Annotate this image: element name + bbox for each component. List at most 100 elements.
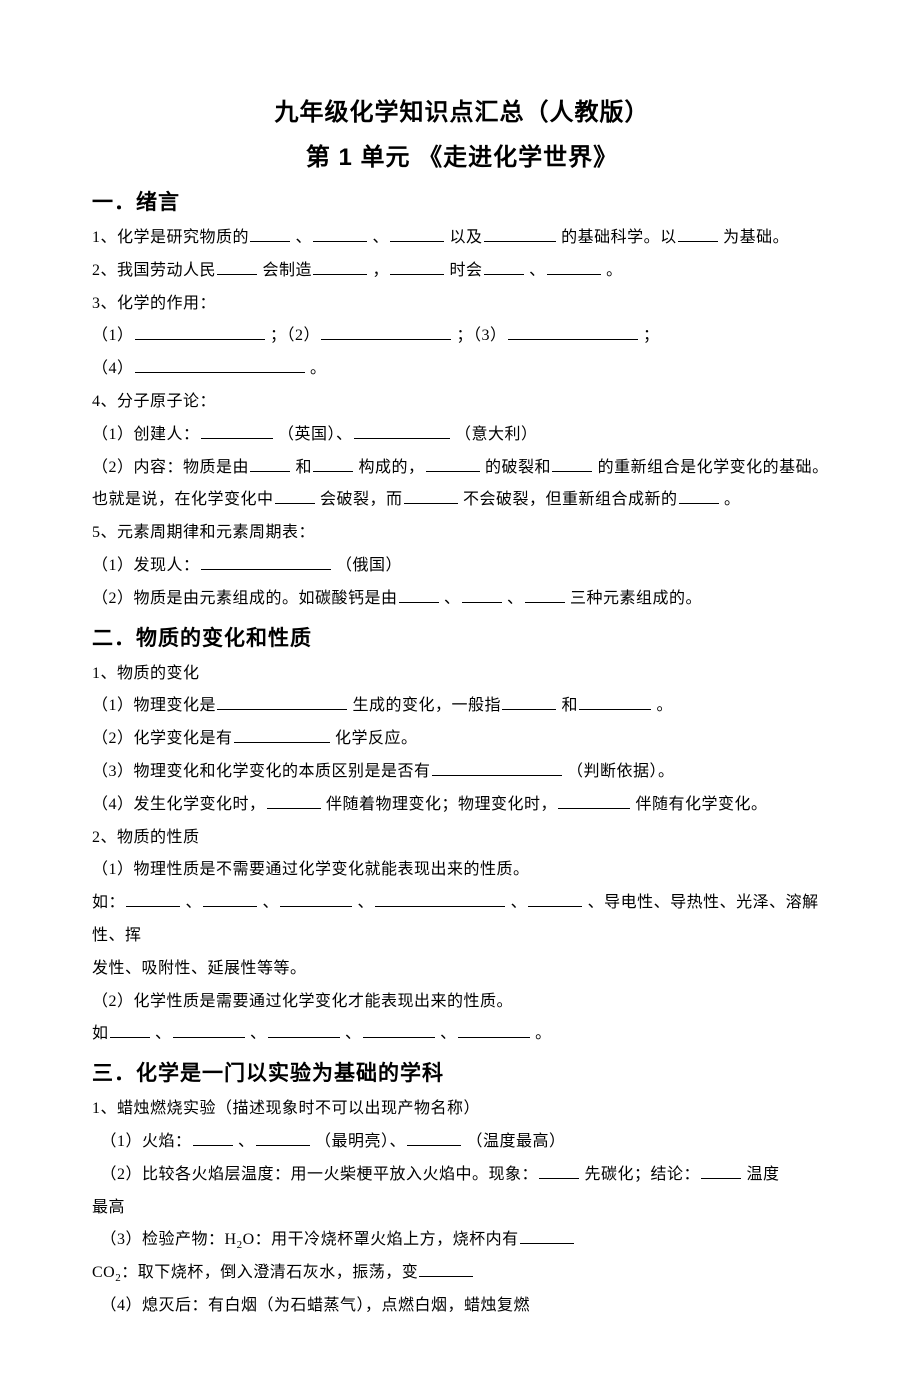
blank — [462, 587, 502, 603]
text: 伴随有化学变化。 — [636, 796, 768, 813]
text: 的基础科学。以 — [561, 229, 677, 246]
text: 的重新组合是化学变化的基础。 — [598, 459, 829, 476]
blank — [508, 324, 638, 340]
text: 伴随着物理变化；物理变化时， — [326, 796, 557, 813]
text: CO — [92, 1264, 115, 1281]
text: O：用干冷烧杯罩火焰上方，烧杯内有 — [243, 1231, 519, 1248]
text: 和 — [562, 697, 579, 714]
blank — [267, 793, 321, 809]
s3-p1-1: （1）火焰： 、 （最明亮）、 （温度最高） — [92, 1126, 832, 1159]
text: 、 — [358, 894, 375, 911]
text: 先碳化；结论： — [585, 1166, 701, 1183]
text: （3）检验产物：H — [92, 1231, 237, 1248]
text: （1） — [92, 327, 134, 344]
s2-p2: 2、物质的性质 — [92, 822, 832, 855]
s3-p1-3b: CO2：取下烧杯，倒入澄清石灰水，振荡，变 — [92, 1257, 832, 1290]
s2-p2-1: （1）物理性质是不需要通过化学变化就能表现出来的性质。 — [92, 854, 832, 887]
blank — [110, 1022, 150, 1038]
blank — [390, 226, 444, 242]
text: （4）发生化学变化时， — [92, 796, 266, 813]
text: 、 — [529, 262, 546, 279]
s1-p1: 1、化学是研究物质的 、 、 以及 的基础科学。以 为基础。 — [92, 222, 832, 255]
s1-p4-3: 也就是说，在化学变化中 会破裂，而 不会破裂，但重新组合成新的 。 — [92, 484, 832, 517]
text: 如 — [92, 1025, 109, 1042]
blank — [354, 423, 450, 439]
s3-p1-3a: （3）检验产物：H2O：用干冷烧杯罩火焰上方，烧杯内有 — [92, 1224, 832, 1257]
blank — [558, 793, 630, 809]
text: 三种元素组成的。 — [570, 590, 702, 607]
text: 。 — [606, 262, 623, 279]
blank — [547, 259, 601, 275]
blank — [280, 891, 352, 907]
s1-p3: 3、化学的作用： — [92, 288, 832, 321]
text: （1）发现人： — [92, 557, 200, 574]
blank — [201, 423, 273, 439]
blank — [407, 1130, 461, 1146]
text: 2、我国劳动人民 — [92, 262, 216, 279]
s2-p1: 1、物质的变化 — [92, 658, 832, 691]
text: 、 — [345, 1025, 362, 1042]
s1-p3-sub4: （4） 。 — [92, 353, 832, 386]
blank — [419, 1261, 473, 1277]
text: 、 — [263, 894, 280, 911]
text: 、 — [440, 1025, 457, 1042]
text: 以及 — [450, 229, 483, 246]
text: （1）创建人： — [92, 426, 200, 443]
text: （2）比较各火焰层温度：用一火柴梗平放入火焰中。现象： — [92, 1166, 538, 1183]
blank — [313, 226, 367, 242]
text: 、 — [444, 590, 461, 607]
text: （俄国） — [336, 557, 402, 574]
s1-p4-1: （1）创建人： （英国）、 （意大利） — [92, 419, 832, 452]
blank — [250, 226, 290, 242]
text: （温度最高） — [467, 1133, 566, 1150]
text: 为基础。 — [723, 229, 789, 246]
s2-p2-2x: 如 、 、 、 、 。 — [92, 1018, 832, 1051]
text: （4） — [92, 360, 134, 377]
blank — [404, 488, 458, 504]
text: 会制造 — [263, 262, 313, 279]
blank — [525, 587, 565, 603]
blank — [275, 488, 315, 504]
text: 。 — [310, 360, 327, 377]
s3-p1-2: （2）比较各火焰层温度：用一火柴梗平放入火焰中。现象： 先碳化；结论： 温度 — [92, 1159, 832, 1192]
s2-p1-3: （3）物理变化和化学变化的本质区别是是否有 （判断依据）。 — [92, 756, 832, 789]
blank — [173, 1022, 245, 1038]
text: ：取下烧杯，倒入澄清石灰水，振荡，变 — [121, 1264, 418, 1281]
text: ；（3） — [457, 327, 507, 344]
s3-p1: 1、蜡烛燃烧实验（描述现象时不可以出现产物名称） — [92, 1093, 832, 1126]
blank — [313, 456, 353, 472]
text: ， — [373, 262, 390, 279]
blank — [203, 891, 257, 907]
blank — [250, 456, 290, 472]
text: 。 — [724, 491, 741, 508]
s1-p4: 4、分子原子论： — [92, 386, 832, 419]
text: 。 — [535, 1025, 552, 1042]
text: 如： — [92, 894, 125, 911]
s2-p1-2: （2）化学变化是有 化学反应。 — [92, 723, 832, 756]
text: （1）物理变化是 — [92, 697, 216, 714]
text: （1）火焰： — [92, 1133, 192, 1150]
blank — [484, 259, 524, 275]
blank — [701, 1163, 741, 1179]
text: 不会破裂，但重新组合成新的 — [463, 491, 678, 508]
s1-p5-1: （1）发现人： （俄国） — [92, 550, 832, 583]
section-2-heading: 二．物质的变化和性质 — [92, 622, 832, 652]
text: （3）物理变化和化学变化的本质区别是是否有 — [92, 763, 431, 780]
text: 1、化学是研究物质的 — [92, 229, 249, 246]
text: 化学反应。 — [335, 730, 418, 747]
blank — [126, 891, 180, 907]
blank — [539, 1163, 579, 1179]
blank — [375, 891, 505, 907]
blank — [217, 694, 347, 710]
text: 也就是说，在化学变化中 — [92, 491, 274, 508]
blank — [256, 1130, 310, 1146]
s2-p2-2: （2）化学性质是需要通过化学变化才能表现出来的性质。 — [92, 986, 832, 1019]
blank — [520, 1228, 574, 1244]
text: 。 — [657, 697, 674, 714]
s2-p2-1x: 如： 、 、 、 、 、导电性、导热性、光泽、溶解性、挥 — [92, 887, 832, 953]
s1-p2: 2、我国劳动人民 会制造 ， 时会 、 。 — [92, 255, 832, 288]
s1-p3-sub1: （1） ；（2） ；（3） ； — [92, 320, 832, 353]
blank — [458, 1022, 530, 1038]
s3-p1-2b: 最高 — [92, 1192, 832, 1225]
blank — [679, 488, 719, 504]
